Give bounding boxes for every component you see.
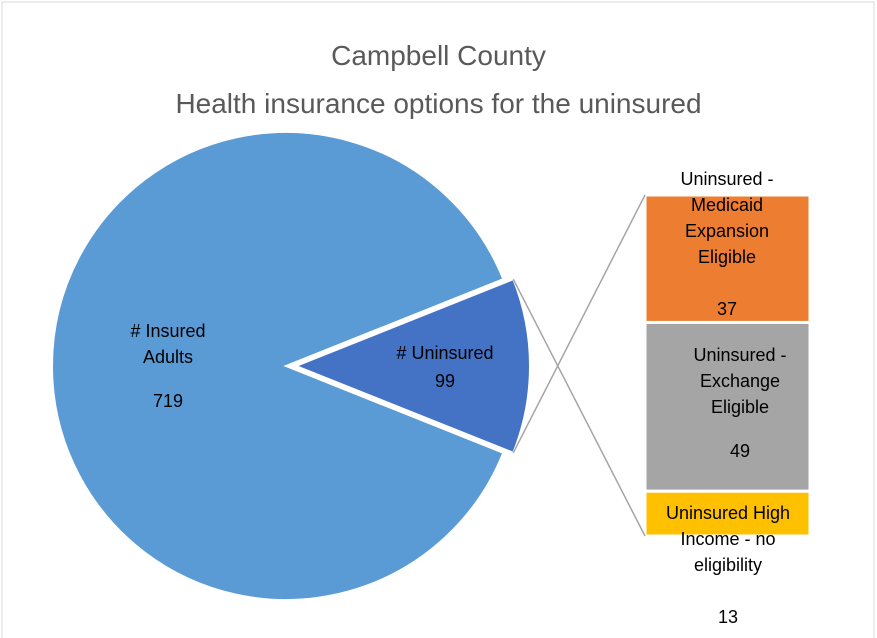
bar-label: Uninsured High Income - no eligibility xyxy=(665,503,791,575)
bar-segment xyxy=(643,320,812,493)
bar-segment xyxy=(643,193,812,324)
bar-value: 37 xyxy=(716,299,738,319)
bar-segment xyxy=(643,489,812,538)
slice-label: # Uninsured xyxy=(396,343,494,363)
chart-subtitle: Health insurance options for the uninsur… xyxy=(175,88,702,119)
slice-value: 719 xyxy=(152,391,184,411)
slice-value: 99 xyxy=(434,371,456,391)
pie-slice xyxy=(51,131,505,601)
connector-line xyxy=(512,194,646,454)
connector-line xyxy=(512,278,646,537)
pie-slice xyxy=(293,277,532,455)
bar-value: 13 xyxy=(717,607,739,627)
bar-label: Uninsured - Medicaid Expansion Eligible xyxy=(680,169,774,267)
chart-title: Campbell County xyxy=(331,40,546,71)
bar-value: 49 xyxy=(729,441,751,461)
bar-label: Uninsured - Exchange Eligible xyxy=(693,345,787,417)
slice-label: # Insured Adults xyxy=(130,321,206,367)
